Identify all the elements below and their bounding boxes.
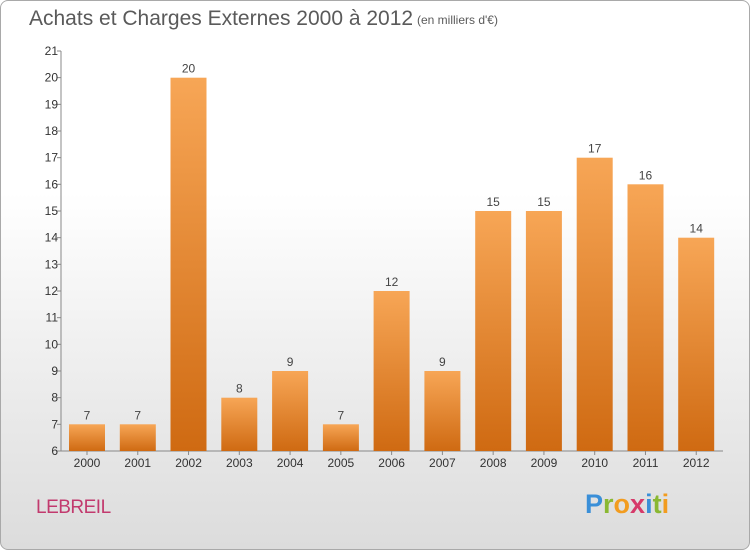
x-tick-label: 2005 [327,456,354,470]
logo-letter: P [585,489,604,519]
logo-letter: x [630,489,646,519]
x-tick-label: 2007 [429,456,456,470]
x-tick-label: 2012 [683,456,710,470]
bar [373,291,410,451]
y-tick-label: 8 [51,391,58,405]
bar [272,371,309,451]
data-label: 15 [537,195,551,209]
bar [475,211,512,451]
data-label: 8 [236,382,243,396]
logo-letter: r [603,489,614,519]
y-tick-label: 11 [46,311,59,325]
data-label: 17 [588,142,602,156]
y-tick-label: 19 [45,97,59,111]
data-label: 7 [338,408,345,422]
x-tick-label: 2004 [277,456,304,470]
data-label: 7 [84,408,91,422]
y-tick-label: 13 [45,257,59,271]
bar [69,424,105,451]
y-tick-label: 16 [45,177,59,191]
bar [170,77,207,451]
data-label: 7 [134,408,141,422]
x-tick-label: 2008 [480,456,507,470]
x-tick-label: 2011 [633,456,659,470]
data-label: 16 [639,168,653,182]
data-label: 12 [385,275,399,289]
data-label: 20 [182,62,196,76]
y-tick-label: 10 [45,337,59,351]
logo-letter: i [645,489,653,519]
data-label: 9 [439,355,446,369]
x-tick-label: 2002 [175,456,202,470]
commune-name: LEBREIL [36,497,111,518]
bar [627,184,664,452]
x-tick-label: 2010 [581,456,608,470]
x-tick-label: 2003 [226,456,253,470]
x-tick-label: 2006 [378,456,405,470]
logo-letter: i [661,489,670,519]
x-tick-label: 2009 [531,456,558,470]
data-label: 15 [486,195,500,209]
y-tick-label: 14 [45,231,59,245]
bar [221,397,258,451]
y-tick-label: 9 [51,364,58,378]
bar [119,424,156,451]
bar [678,237,715,451]
bar [424,371,461,451]
proxiti-logo[interactable]: Proxiti [585,489,669,520]
unit-note: (en milliers d'€) [417,13,498,27]
y-tick-label: 15 [45,204,59,218]
x-tick-label: 2001 [124,456,151,470]
y-tick-label: 20 [45,71,59,85]
bar [322,424,359,451]
y-tick-label: 6 [51,444,58,458]
bar [525,211,562,451]
x-tick-label: 2000 [74,456,101,470]
y-tick-label: 18 [45,124,59,138]
logo-letter: t [652,489,662,519]
data-label: 9 [287,355,294,369]
y-tick-label: 12 [45,284,59,298]
y-tick-label: 7 [51,417,58,431]
y-tick-label: 21 [45,44,59,58]
logo-letter: o [613,489,631,519]
data-label: 14 [690,222,704,236]
chart-title: Achats et Charges Externes 2000 à 2012 [29,7,414,30]
y-tick-label: 17 [45,151,59,165]
bar [576,157,613,451]
